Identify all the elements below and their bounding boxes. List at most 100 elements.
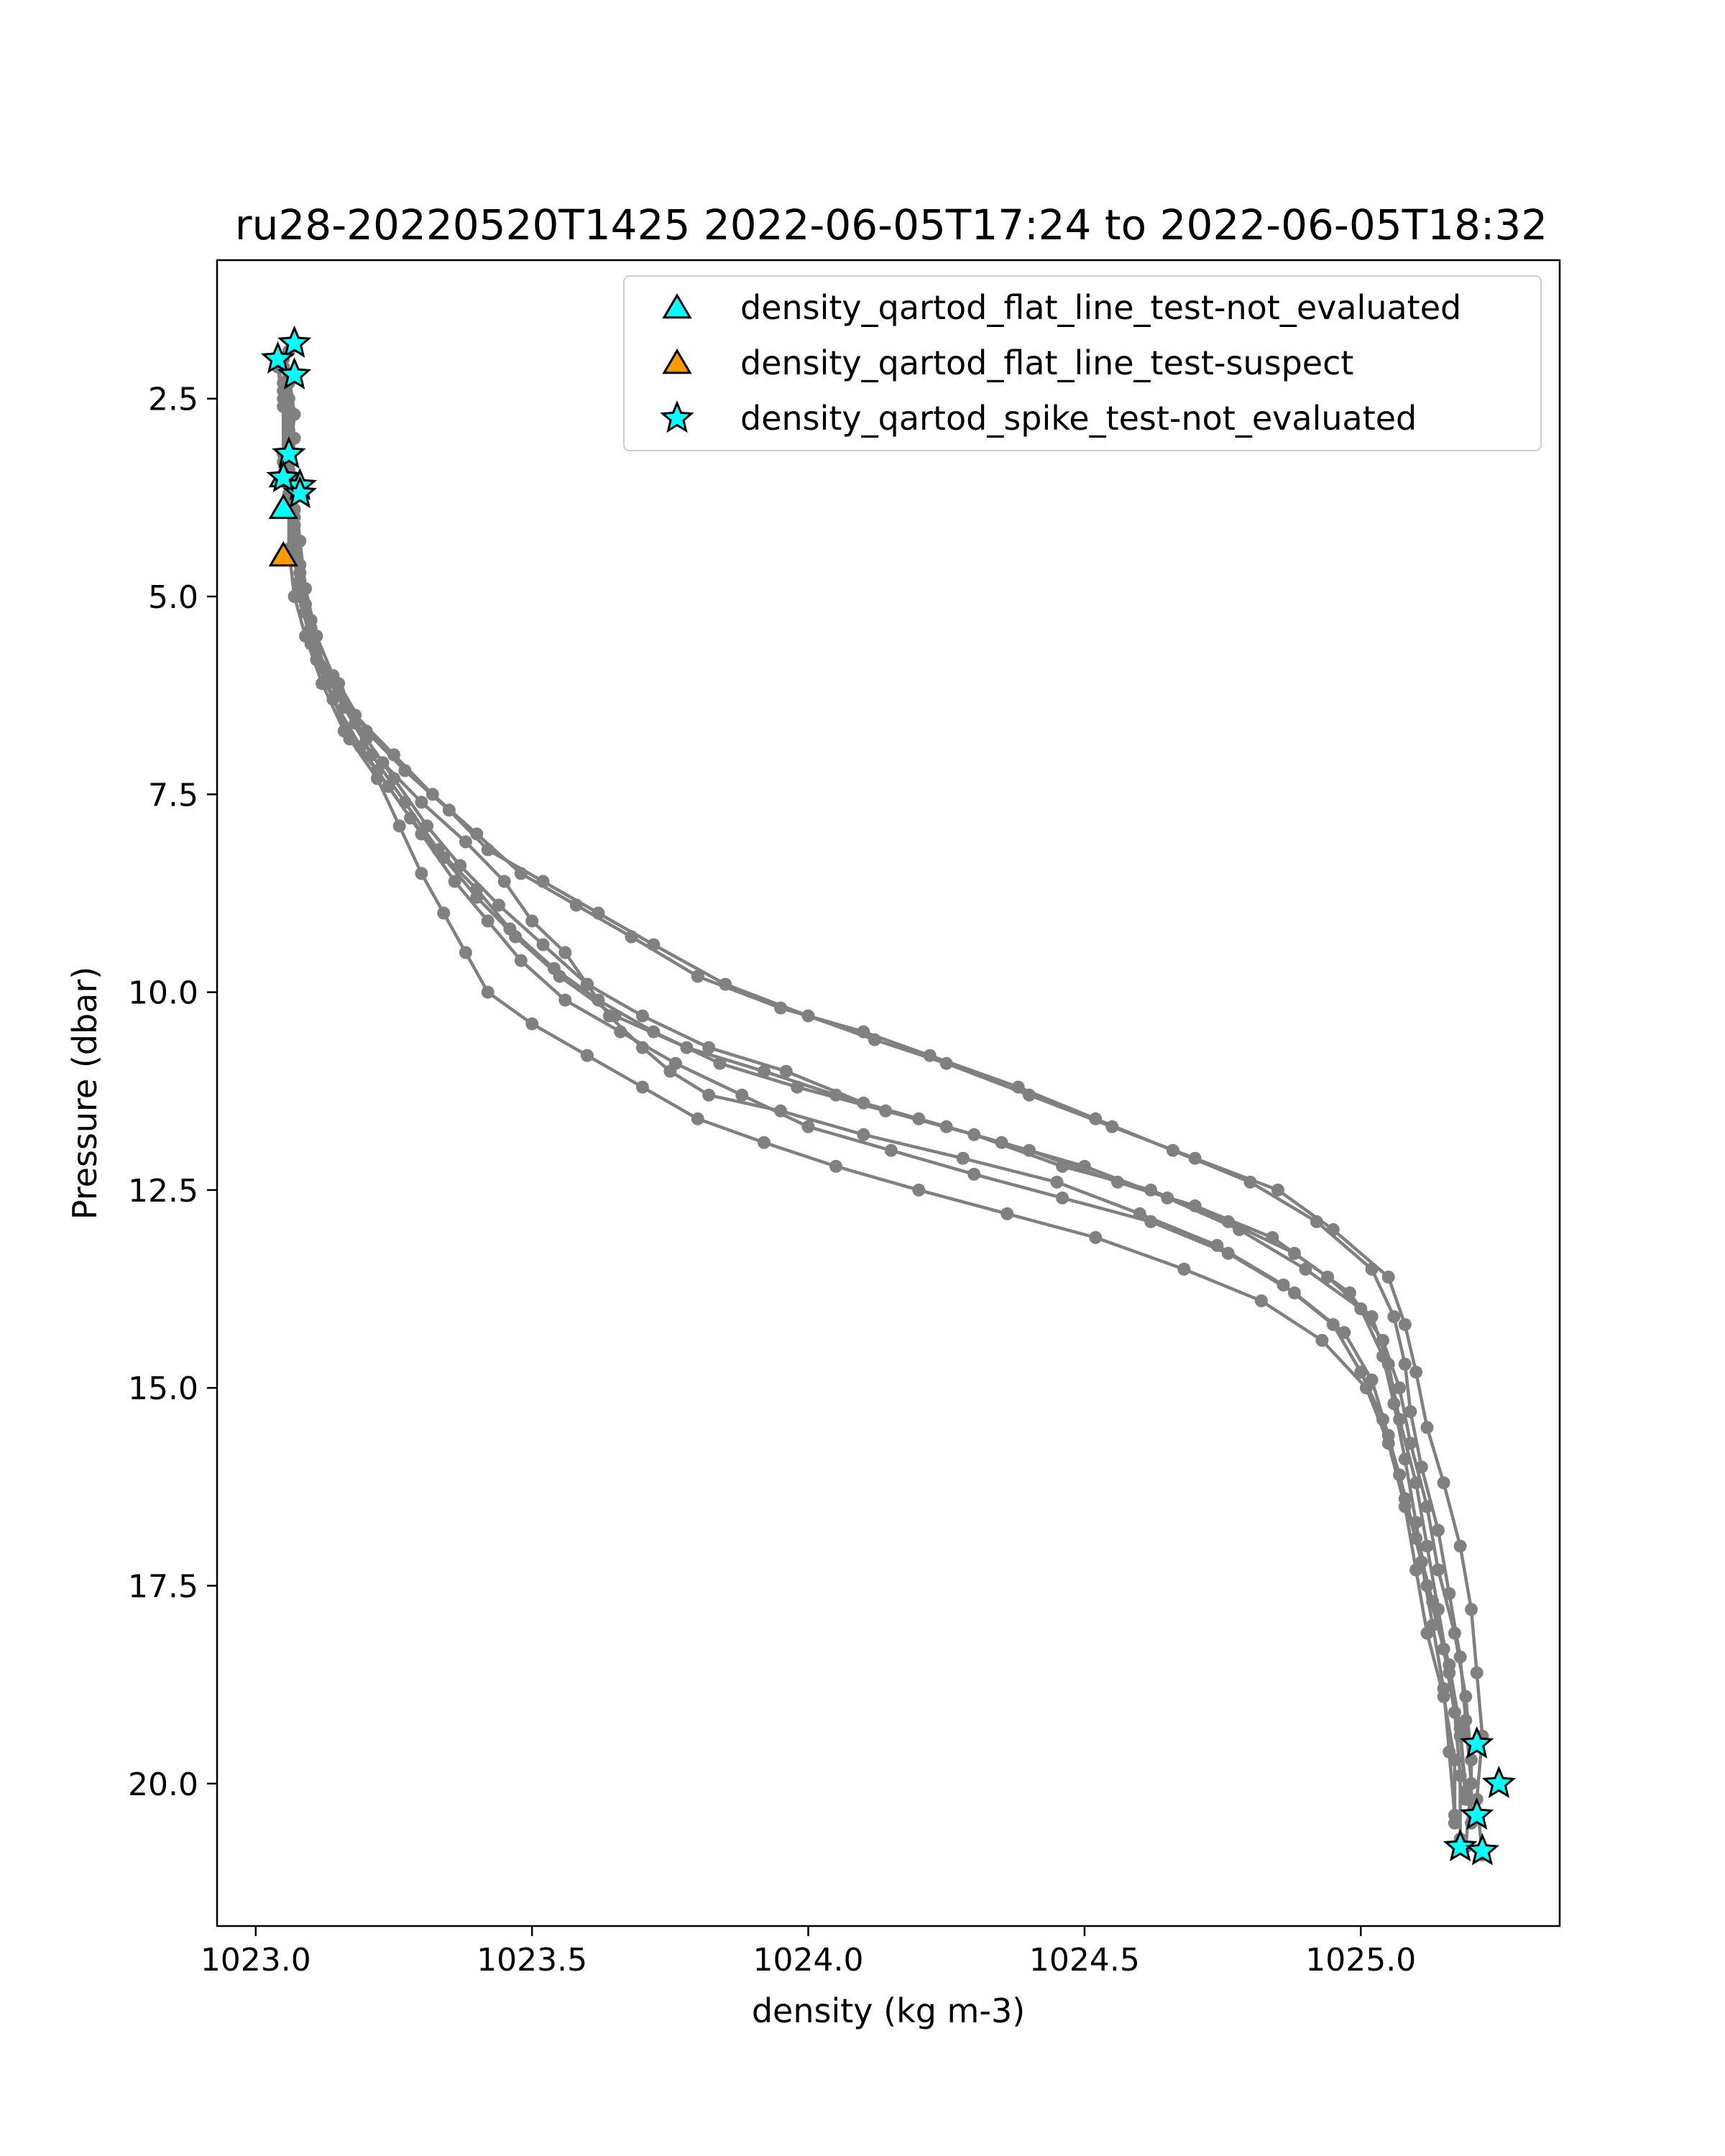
legend-marker bbox=[660, 400, 694, 433]
profile-line bbox=[287, 382, 1473, 1823]
profile-point bbox=[343, 732, 356, 746]
profile-line bbox=[281, 367, 1468, 1800]
profile-point bbox=[774, 1001, 788, 1015]
x-tick-label: 1023.0 bbox=[201, 1942, 311, 1978]
profile-point bbox=[1431, 1603, 1445, 1616]
flag-series-3 bbox=[260, 325, 1517, 1866]
profile-point bbox=[884, 1143, 898, 1157]
profile-point bbox=[758, 1135, 770, 1149]
y-tick-label: 7.5 bbox=[148, 777, 198, 814]
profile-point bbox=[497, 875, 511, 888]
profile-point bbox=[1437, 1690, 1450, 1703]
profile-point bbox=[514, 954, 528, 967]
legend-marker bbox=[662, 349, 692, 374]
profile-point bbox=[492, 898, 505, 912]
y-tick-label: 20.0 bbox=[128, 1766, 198, 1803]
profile-point bbox=[1188, 1199, 1202, 1212]
profile-point bbox=[387, 772, 400, 786]
profile-point bbox=[481, 985, 494, 999]
flag-star-marker bbox=[1465, 1833, 1500, 1866]
profile-point bbox=[1409, 1365, 1423, 1379]
profile-point bbox=[370, 772, 384, 786]
profile-point bbox=[1310, 1215, 1323, 1228]
profile-point bbox=[602, 1009, 616, 1023]
profile-8 bbox=[277, 360, 1473, 1806]
profile-point bbox=[635, 1041, 649, 1054]
y-tick-label: 5.0 bbox=[148, 579, 198, 616]
profile-point bbox=[536, 938, 550, 952]
profile-point bbox=[1133, 1207, 1146, 1220]
profile-point bbox=[1387, 1310, 1401, 1324]
profile-point bbox=[332, 685, 346, 699]
plot-frame bbox=[216, 259, 1561, 1927]
profile-point bbox=[1023, 1143, 1036, 1157]
flag-star-marker bbox=[1481, 1765, 1517, 1798]
flag-star-marker bbox=[1460, 1726, 1494, 1759]
profile-point bbox=[1420, 1421, 1434, 1434]
profile-point bbox=[702, 1041, 716, 1054]
profile-point bbox=[1166, 1143, 1179, 1157]
flag-star-marker bbox=[1460, 1797, 1494, 1830]
profile-point bbox=[558, 946, 572, 959]
profile-point bbox=[1393, 1381, 1407, 1395]
profile-point bbox=[857, 1025, 870, 1038]
x-tick-label: 1024.0 bbox=[753, 1942, 864, 1978]
flag-star-marker bbox=[260, 341, 295, 374]
flag-star-marker bbox=[1443, 1828, 1478, 1862]
profile-point bbox=[437, 906, 451, 920]
profile-point bbox=[547, 962, 561, 975]
profile-point bbox=[1299, 1263, 1312, 1276]
profile-point bbox=[939, 1120, 953, 1133]
profile-point bbox=[1431, 1524, 1445, 1537]
profile-point bbox=[592, 993, 605, 1007]
profile-point bbox=[1398, 1500, 1412, 1514]
legend-label: density_qartod_spike_test-not_evaluated bbox=[740, 399, 1417, 438]
profile-point bbox=[1321, 1271, 1335, 1284]
profile-point bbox=[1271, 1183, 1284, 1197]
profile-point bbox=[713, 1056, 727, 1070]
legend-marker bbox=[662, 293, 692, 319]
profile-point bbox=[1210, 1239, 1224, 1252]
profile-point bbox=[1404, 1405, 1417, 1419]
x-tick-label: 1023.5 bbox=[477, 1942, 587, 1978]
profile-point bbox=[525, 914, 539, 928]
profile-point bbox=[282, 407, 295, 421]
profile-point bbox=[1409, 1563, 1423, 1577]
profile-point bbox=[1111, 1175, 1124, 1189]
profile-point bbox=[1437, 1476, 1450, 1490]
profile-point bbox=[791, 1080, 804, 1094]
profile-point bbox=[801, 1120, 815, 1133]
profile-point bbox=[299, 598, 312, 611]
flag-star-marker bbox=[277, 356, 312, 390]
profile-point bbox=[392, 819, 406, 833]
profile-point bbox=[1443, 1666, 1456, 1680]
profile-point bbox=[1326, 1318, 1340, 1332]
profile-point bbox=[1177, 1263, 1191, 1276]
profile-point bbox=[1453, 1539, 1467, 1553]
profile-point bbox=[514, 867, 528, 880]
y-tick-label: 2.5 bbox=[148, 382, 198, 418]
profile-point bbox=[1448, 1816, 1461, 1830]
profile-point bbox=[912, 1183, 926, 1197]
profile-point bbox=[663, 1064, 677, 1078]
profile-point bbox=[459, 835, 472, 849]
profile-point bbox=[1359, 1381, 1373, 1395]
profile-point bbox=[454, 859, 467, 872]
profile-point bbox=[1365, 1310, 1379, 1324]
profile-point bbox=[1448, 1626, 1461, 1640]
profile-point bbox=[1398, 1358, 1412, 1371]
profile-point bbox=[420, 819, 434, 833]
profile-point bbox=[1365, 1263, 1379, 1276]
profile-point bbox=[1243, 1175, 1257, 1189]
profile-point bbox=[415, 796, 428, 809]
profile-point bbox=[1470, 1666, 1484, 1680]
profile-point bbox=[1420, 1500, 1434, 1514]
profile-point bbox=[635, 1080, 649, 1094]
axis-ticks: 1023.0 1023.5 1024.0 1024.5 1025.0 2.5 5.0 7.5 1… bbox=[128, 382, 1416, 1978]
profile-point bbox=[829, 1159, 842, 1173]
profile-point bbox=[415, 867, 428, 880]
profile-point bbox=[1398, 1318, 1412, 1332]
profile-point bbox=[1254, 1294, 1268, 1308]
profile-point bbox=[481, 914, 494, 928]
